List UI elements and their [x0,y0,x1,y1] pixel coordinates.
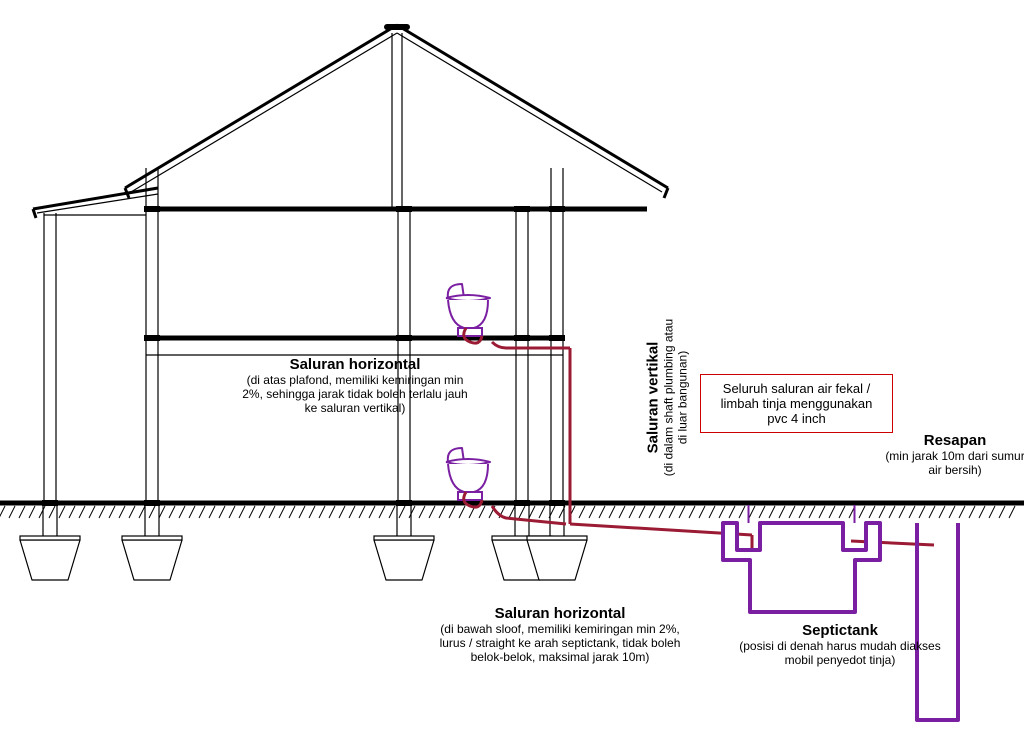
label-title: Resapan [880,432,1024,449]
label-desc: (min jarak 10m dari sumur air bersih) [880,449,1024,477]
label-desc: (di dalam shaft plumbing atau di luar ba… [662,313,690,483]
label-saluran-horizontal-top: Saluran horizontal (di atas plafond, mem… [235,356,475,415]
label-title: Septictank [735,622,945,639]
label-saluran-horizontal-bottom: Saluran horizontal (di bawah sloof, memi… [430,605,690,664]
label-title: Saluran vertikal [645,313,662,483]
label-title: Saluran horizontal [235,356,475,373]
label-resapan: Resapan (min jarak 10m dari sumur air be… [880,432,1024,477]
label-desc: (posisi di denah harus mudah diakses mob… [735,639,945,667]
label-septictank: Septictank (posisi di denah harus mudah … [735,622,945,667]
label-title: Saluran horizontal [430,605,690,622]
label-desc: (di atas plafond, memiliki kemiringan mi… [235,373,475,415]
diagram-stage: Saluran horizontal (di atas plafond, mem… [0,0,1024,744]
note-text: Seluruh saluran air fekal / limbah tinja… [721,381,873,426]
label-desc: (di bawah sloof, memiliki kemiringan min… [430,622,690,664]
note-box-pvc: Seluruh saluran air fekal / limbah tinja… [700,374,893,433]
label-saluran-vertikal: Saluran vertikal (di dalam shaft plumbin… [645,313,690,483]
